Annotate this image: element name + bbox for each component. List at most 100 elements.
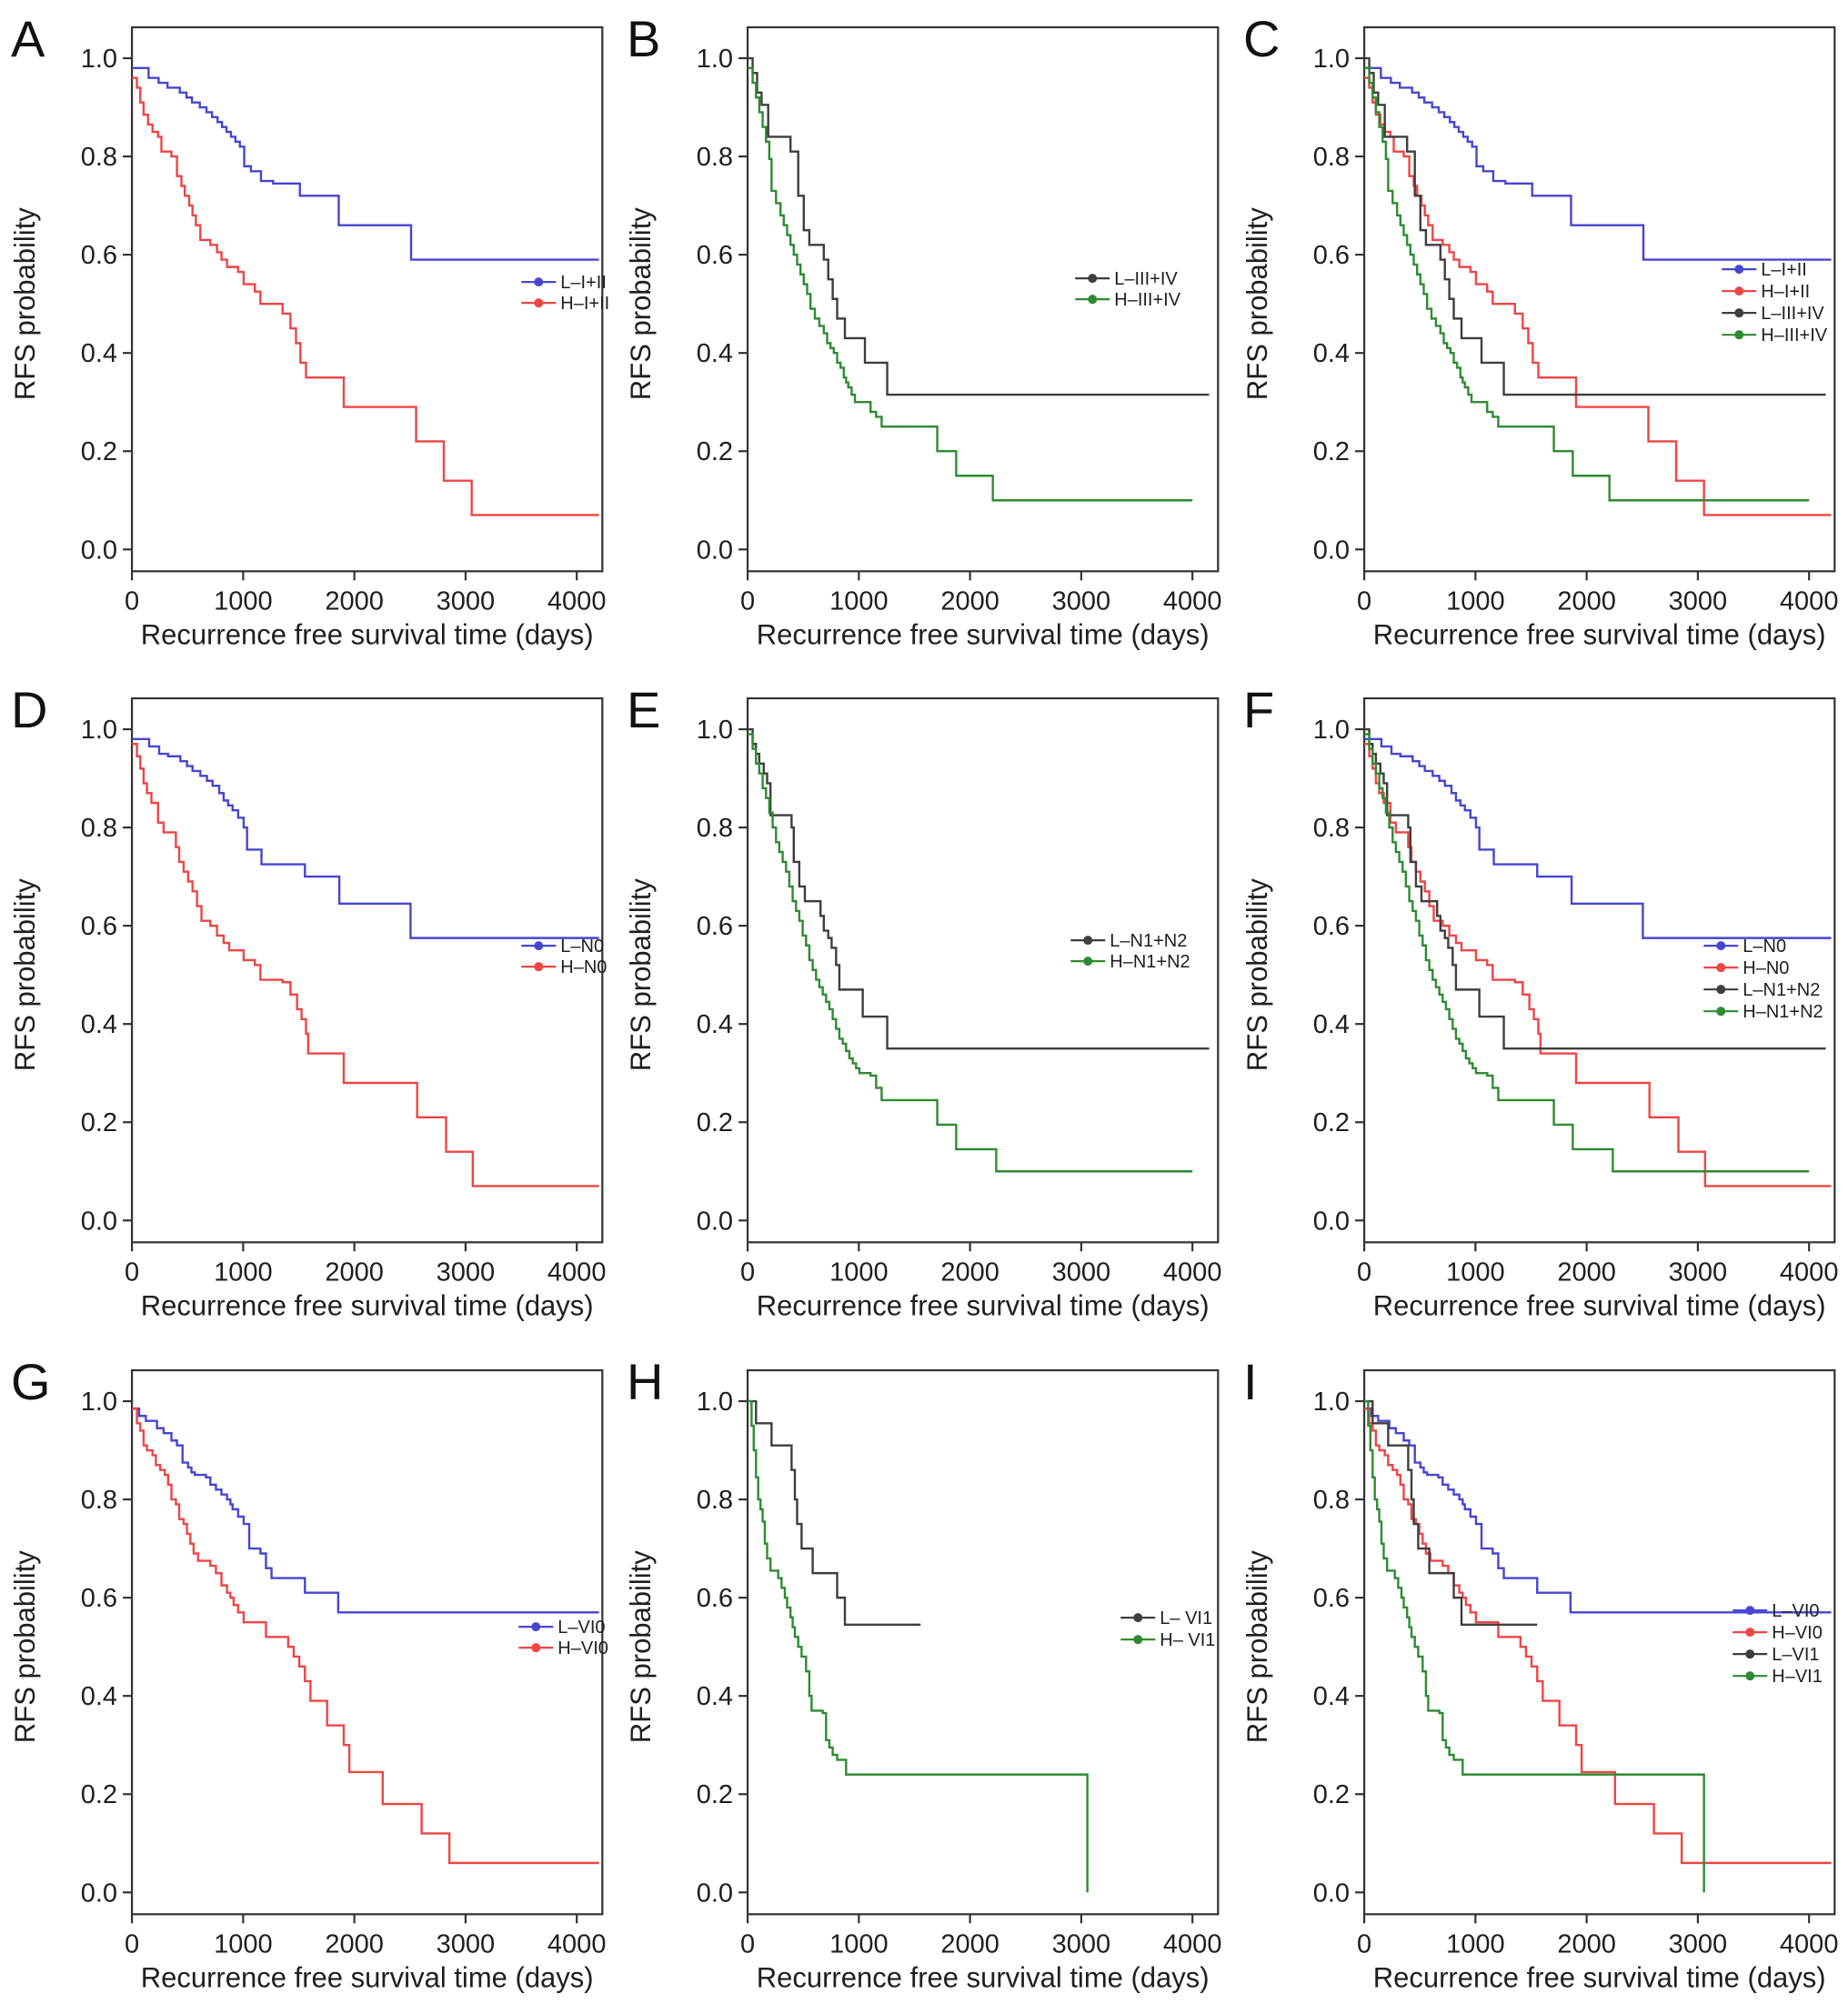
curve-L–I+II [1363, 66, 1832, 261]
y-tick-label: 0.6 [81, 1584, 117, 1613]
y-tick-label: 1.0 [697, 45, 733, 74]
y-axis-title: RFS probability [625, 1549, 657, 1742]
x-tick-label: 2000 [325, 586, 384, 616]
curve-L–VI0 [132, 1407, 599, 1614]
panel-H-plot: 0.0 0.2 0.4 0.6 0.8 1.0 0 1000 2000 3000 4000Recur… [616, 1342, 1232, 2014]
x-tick-label: 3000 [1668, 586, 1727, 616]
y-tick-label: 0.2 [81, 437, 117, 466]
x-tick-label: 4000 [1780, 1258, 1839, 1288]
panel-background [1231, 671, 1848, 1343]
y-tick-label: 0.2 [697, 1780, 733, 1809]
y-tick-label: 1.0 [81, 45, 117, 74]
x-tick-label: 1000 [829, 586, 889, 616]
legend-label-H–N0: H–N0 [560, 957, 607, 977]
panel-F-plot: 0.0 0.2 0.4 0.6 0.8 1.0 0 1000 2000 3000 4000Recur… [1231, 671, 1848, 1343]
x-tick-label: 1000 [829, 1258, 889, 1288]
y-axis-title: RFS probability [9, 1549, 41, 1742]
panel-D: 0.0 0.2 0.4 0.6 0.8 1.0 0 1000 2000 3000 4000 Recur… [0, 671, 617, 1343]
legend-dot-icon [1733, 265, 1743, 275]
legend-label-H–I+II: H–I+II [560, 294, 609, 314]
legend-dot-icon [1744, 1605, 1754, 1615]
y-tick-label: 0.6 [697, 241, 733, 270]
y-tick-label: 0.6 [81, 912, 117, 941]
x-tick-label: 1000 [829, 1929, 889, 1959]
curve-L– VI1 [748, 1399, 921, 1626]
panel-background [616, 671, 1232, 1343]
legend-dot-icon [1083, 936, 1093, 946]
panel-label: E [627, 681, 660, 738]
y-tick-label: 0.6 [1312, 241, 1349, 270]
panel-background [1231, 1342, 1848, 2014]
x-tick-label: 2000 [325, 1258, 384, 1288]
curve-L–III+IV [1363, 56, 1826, 396]
y-tick-label: 0.4 [697, 1011, 733, 1040]
plot-box [1362, 697, 1836, 1244]
curve-L–N0 [132, 737, 599, 940]
curve-H–VI1 [1363, 1399, 1705, 1892]
y-tick-label: 0.8 [1312, 814, 1349, 843]
panel-label: C [1243, 10, 1280, 67]
x-tick-label: 0 [125, 586, 139, 616]
panel-C-plot: 0.0 0.2 0.4 0.6 0.8 1.0 0 1000 2000 3000 4000Recur… [1231, 0, 1848, 672]
y-tick-label: 0.0 [1312, 1879, 1349, 1908]
y-tick-label: 0.0 [697, 536, 733, 565]
y-tick-label: 0.0 [81, 1207, 117, 1237]
y-tick-label: 1.0 [697, 1388, 733, 1417]
x-axis-title: Recurrence free survival time (days) [141, 1961, 594, 1993]
panel-label: A [11, 10, 45, 67]
plot-box [747, 25, 1220, 573]
x-axis-title: Recurrence free survival time (days) [1372, 618, 1825, 650]
legend-dot-icon [531, 1621, 541, 1631]
y-axis-title: RFS probability [9, 207, 41, 400]
y-tick-label: 0.4 [697, 339, 733, 368]
plot-box [747, 1368, 1220, 1916]
legend-label-L– VI1: L– VI1 [1160, 1608, 1213, 1628]
x-tick-label: 0 [1357, 1929, 1371, 1959]
x-axis-title: Recurrence free survival time (days) [757, 1290, 1210, 1322]
legend-dot-icon [1733, 286, 1743, 296]
x-tick-label: 0 [125, 1929, 139, 1959]
legend-label-H–III+IV: H–III+IV [1761, 326, 1827, 346]
x-tick-label: 4000 [1163, 1929, 1222, 1959]
x-tick-label: 0 [1357, 586, 1371, 616]
curve-H– VI1 [748, 1399, 1090, 1892]
y-tick-label: 0.0 [81, 1879, 117, 1908]
y-tick-label: 1.0 [1312, 1388, 1349, 1417]
legend-label-L–VI0: L–VI0 [557, 1618, 605, 1638]
legend-dot-icon [531, 1642, 541, 1652]
y-tick-label: 0.2 [81, 1109, 117, 1138]
x-tick-label: 1000 [1446, 586, 1505, 616]
x-tick-label: 4000 [547, 1258, 607, 1288]
curve-L–III+IV [748, 56, 1210, 396]
y-tick-label: 1.0 [697, 716, 733, 745]
y-tick-label: 0.6 [697, 912, 733, 941]
y-tick-label: 0.2 [697, 1109, 733, 1138]
legend-dot-icon [1715, 941, 1725, 951]
legend-label-H–VI0: H–VI0 [557, 1638, 608, 1658]
legend-dot-icon [1083, 957, 1093, 967]
legend-label-L–I+II: L–I+II [1761, 260, 1807, 280]
y-tick-label: 0.8 [1312, 1486, 1349, 1515]
panel-label: F [1243, 681, 1274, 738]
legend-dot-icon [534, 962, 544, 972]
legend-label-L–III+IV: L–III+IV [1115, 269, 1179, 289]
y-tick-label: 0.8 [1312, 143, 1349, 172]
legend-dot-icon [1715, 985, 1725, 995]
x-tick-label: 2000 [941, 586, 1000, 616]
y-tick-label: 0.4 [1312, 1011, 1349, 1040]
x-tick-label: 0 [740, 1258, 755, 1288]
y-tick-label: 0.6 [1312, 1584, 1349, 1613]
panel-F: 0.0 0.2 0.4 0.6 0.8 1.0 0 1000 2000 3000 4000 Recur… [1231, 671, 1848, 1343]
y-tick-label: 0.0 [1312, 536, 1349, 565]
legend-label-L–N0: L–N0 [560, 937, 604, 957]
panel-background [616, 0, 1232, 672]
y-tick-label: 1.0 [1312, 45, 1349, 74]
y-axis-title: RFS probability [625, 878, 657, 1071]
x-tick-label: 4000 [1163, 1258, 1222, 1288]
plot-box [1362, 25, 1836, 573]
panel-background [0, 1342, 617, 2014]
y-tick-label: 0.8 [697, 814, 733, 843]
x-tick-label: 1000 [214, 586, 273, 616]
x-tick-label: 0 [125, 1258, 139, 1288]
x-axis-title: Recurrence free survival time (days) [757, 618, 1210, 650]
